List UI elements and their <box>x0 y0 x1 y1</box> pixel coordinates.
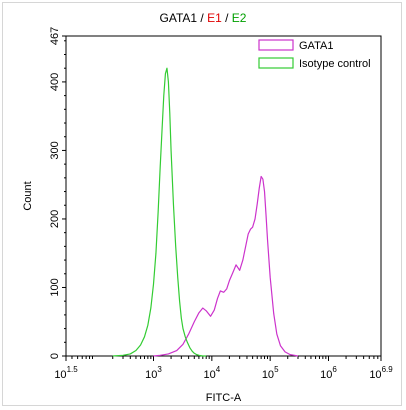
x-axis: 101.5 103 104 105 106 106.9 <box>54 356 393 381</box>
x-axis-title: FITC-A <box>206 392 242 404</box>
chart-frame: GATA1 / E1 / E2 0 100 200 300 400 467 101.5 10… <box>2 2 402 406</box>
x-tick-label-5: 106.9 <box>369 365 393 381</box>
title-part-3: / <box>222 11 232 25</box>
y-tick-label-4: 400 <box>49 73 61 91</box>
legend-label-0: GATA1 <box>299 40 333 52</box>
legend: GATA1 Isotype control <box>258 39 371 70</box>
x-tick-label-2: 104 <box>203 365 220 381</box>
legend-swatch-1 <box>258 57 294 69</box>
title-part-2: E1 <box>207 11 222 25</box>
y-tick-label-3: 300 <box>49 141 61 159</box>
y-tick-label-5: 467 <box>49 27 61 45</box>
x-tick-label-4: 106 <box>320 365 337 381</box>
title-part-1: / <box>197 11 207 25</box>
chart-title: GATA1 / E1 / E2 <box>160 11 247 25</box>
title-part-0: GATA1 <box>160 11 198 25</box>
legend-swatch-0 <box>258 39 294 51</box>
y-tick-label-1: 100 <box>49 278 61 296</box>
y-tick-label-0: 0 <box>49 353 61 359</box>
plot-area <box>65 35 382 357</box>
x-tick-label-1: 103 <box>145 365 162 381</box>
title-part-4: E2 <box>232 11 247 25</box>
y-tick-label-2: 200 <box>49 210 61 228</box>
y-axis-title: Count <box>22 181 34 210</box>
series-line-0 <box>153 175 299 357</box>
chart-title-text: GATA1 / E1 / E2 <box>160 11 247 25</box>
series-line-1 <box>112 67 207 357</box>
y-axis: 0 100 200 300 400 467 <box>49 27 66 359</box>
legend-label-1: Isotype control <box>299 58 371 70</box>
x-tick-label-3: 105 <box>262 365 279 381</box>
x-tick-label-0: 101.5 <box>54 365 78 381</box>
series-group <box>112 67 299 357</box>
